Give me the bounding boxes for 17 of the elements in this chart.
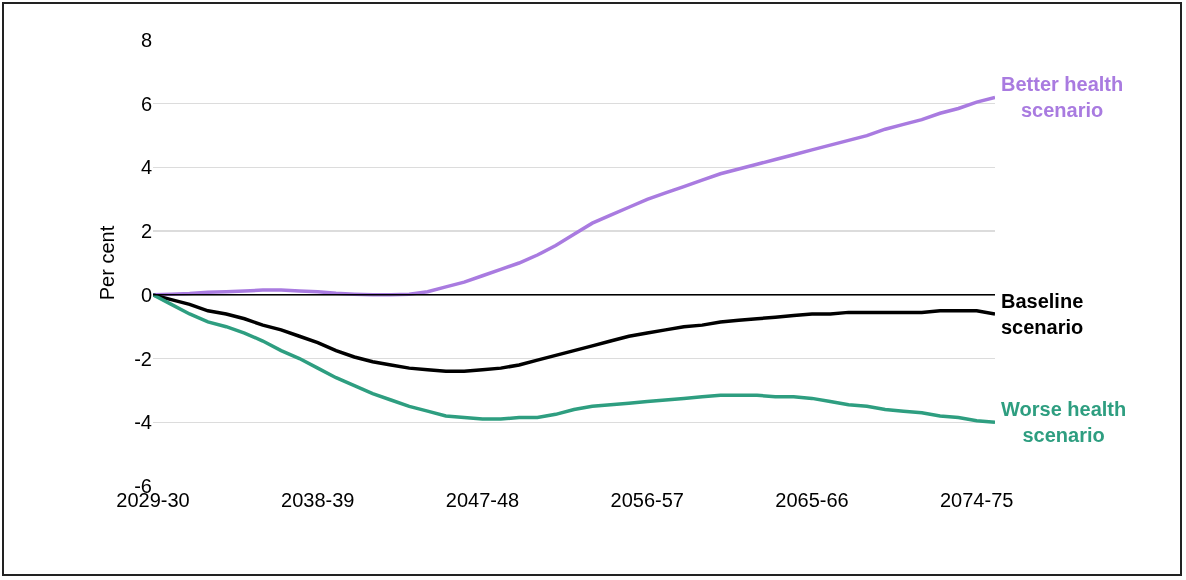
y-tick-label: 2 bbox=[140, 220, 152, 243]
y-tick-label: 0 bbox=[140, 283, 152, 306]
series-label: Better health scenario bbox=[1001, 73, 1124, 121]
line-series bbox=[153, 293, 995, 425]
y-tick-label: 4 bbox=[140, 156, 152, 179]
y-axis-title: Per cent bbox=[95, 225, 118, 301]
x-tick-label: 2056-57 bbox=[610, 489, 684, 511]
y-tick-label: 8 bbox=[140, 29, 152, 51]
series-label: Worse health scenario bbox=[1001, 398, 1127, 446]
x-tick-label: 2038-39 bbox=[281, 489, 355, 511]
x-tick-label: 2074-75 bbox=[940, 489, 1014, 511]
x-tick-label: 2047-48 bbox=[445, 489, 520, 511]
y-tick-label: 6 bbox=[140, 92, 152, 115]
y-tick-label: -2 bbox=[134, 347, 152, 370]
x-tick-label: 2065-66 bbox=[775, 489, 849, 511]
series-label: Baseline scenario bbox=[1001, 290, 1084, 338]
y-tick-label: -4 bbox=[134, 411, 152, 434]
